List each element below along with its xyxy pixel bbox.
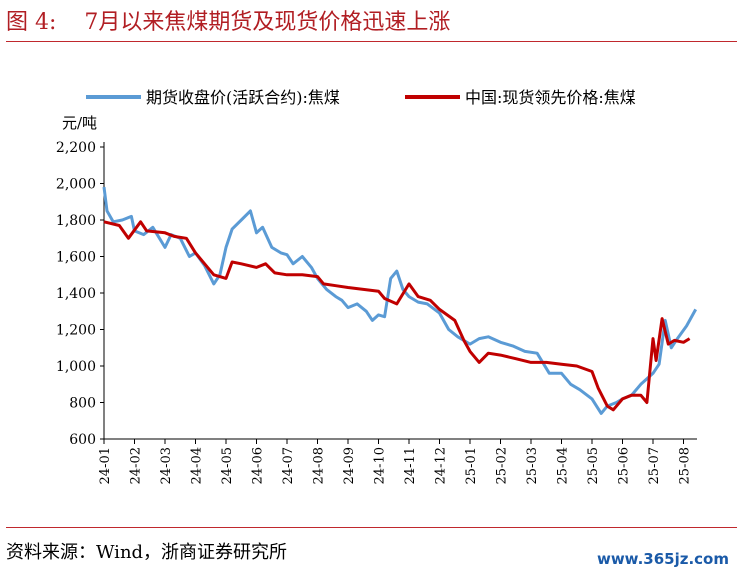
x-tick-label: 24-04 (190, 447, 205, 484)
x-tick-label: 24-06 (251, 447, 266, 484)
x-tick-label: 24-01 (98, 447, 113, 484)
x-tick-label: 24-07 (281, 447, 296, 484)
title-rule (6, 41, 737, 42)
y-tick-label: 2,200 (56, 140, 96, 156)
legend: 期货收盘价(活跃合约):焦煤 中国:现货领先价格:焦煤 (86, 88, 636, 107)
y-tick-label: 1,800 (56, 213, 96, 229)
x-tick-label: 24-11 (403, 447, 418, 484)
x-tick-label: 25-07 (647, 447, 662, 484)
y-tick-label: 1,400 (56, 286, 96, 302)
x-tick-label: 24-02 (129, 447, 144, 484)
legend-label: 中国:现货领先价格:焦煤 (465, 88, 636, 107)
y-tick-label: 1,000 (56, 359, 96, 375)
y-tick-label: 1,200 (56, 323, 96, 339)
x-tick-label: 24-09 (342, 447, 357, 484)
x-tick-label: 25-04 (556, 447, 571, 484)
x-tick-label: 25-05 (586, 447, 601, 484)
series-line-spot (103, 220, 691, 412)
source-rule (6, 527, 737, 528)
x-tick-label: 24-03 (159, 447, 174, 484)
x-tick-label: 25-06 (617, 447, 632, 484)
x-tick-label: 25-08 (678, 447, 693, 484)
x-tick-label: 24-12 (434, 447, 449, 484)
y-tick-label: 600 (69, 432, 96, 448)
y-tick-label: 2,000 (56, 177, 96, 193)
watermark: www.365jz.com (596, 550, 729, 568)
x-tick-label: 25-01 (464, 447, 479, 484)
y-tick-label: 1,600 (56, 250, 96, 266)
x-tick-label: 24-08 (312, 447, 327, 484)
x-tick-label: 25-03 (525, 447, 540, 484)
y-axis-label: 元/吨 (62, 114, 97, 132)
y-tick-label: 800 (69, 396, 96, 412)
x-tick-label: 24-10 (373, 447, 388, 484)
x-tick-label: 25-02 (495, 447, 510, 484)
x-tick-label: 24-05 (220, 447, 235, 484)
figure-title: 图 4: 7月以来焦煤期货及现货价格迅速上涨 (6, 10, 451, 35)
legend-label: 期货收盘价(活跃合约):焦煤 (146, 88, 340, 107)
source-note: 资料来源：Wind，浙商证券研究所 (6, 542, 288, 563)
